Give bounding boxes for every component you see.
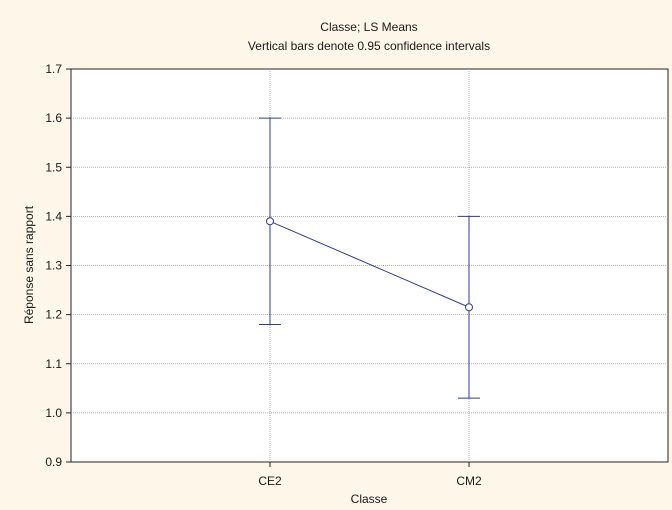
- y-tick-label: 1.7: [45, 62, 62, 76]
- x-axis-ticks: CE2 CM2: [258, 462, 482, 488]
- y-tick-label: 1.6: [45, 111, 62, 125]
- y-tick-label: 0.9: [45, 455, 62, 469]
- y-tick-label: 1.3: [45, 259, 62, 273]
- y-axis-label: Réponse sans rapport: [22, 205, 36, 324]
- series-group: [259, 117, 480, 399]
- y-tick-label: 1.5: [45, 160, 62, 174]
- x-tick-label: CE2: [258, 474, 282, 488]
- y-tick-label: 1.2: [45, 308, 62, 322]
- y-tick-label: 1.4: [45, 209, 62, 223]
- series-line: [269, 220, 470, 308]
- y-tick-label: 1.0: [45, 406, 62, 420]
- x-tick-label: CM2: [456, 474, 482, 488]
- data-point: [266, 217, 274, 226]
- chart-subtitle: Vertical bars denote 0.95 confidence int…: [248, 39, 490, 53]
- x-axis-label: Classe: [351, 492, 388, 506]
- y-axis-ticks: 0.9 1.0 1.1 1.2 1.3 1.4 1.5 1.6 1.7: [45, 62, 71, 469]
- data-point: [465, 303, 473, 312]
- y-tick-label: 1.1: [45, 357, 62, 371]
- chart-title: Classe; LS Means: [320, 20, 417, 34]
